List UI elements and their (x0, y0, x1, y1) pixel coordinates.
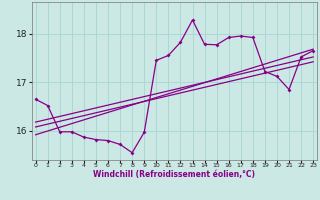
X-axis label: Windchill (Refroidissement éolien,°C): Windchill (Refroidissement éolien,°C) (93, 170, 255, 179)
